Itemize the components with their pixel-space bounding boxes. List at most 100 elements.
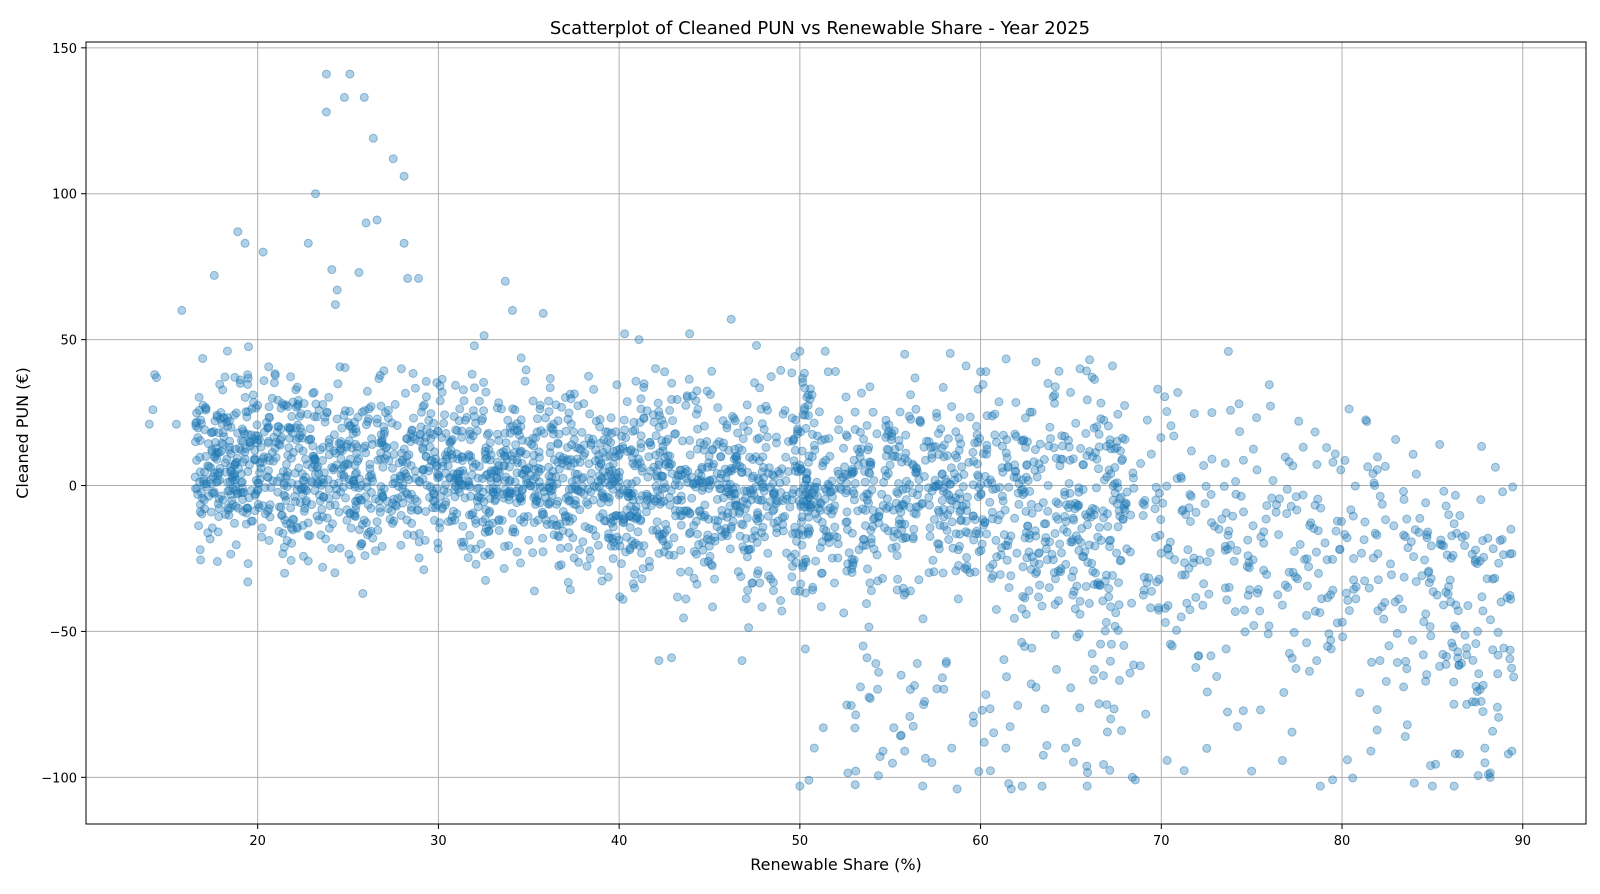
scatter-point (1022, 460, 1032, 470)
scatter-point (782, 494, 792, 504)
scatter-point (574, 557, 584, 567)
scatter-point (352, 496, 362, 506)
x-tick-label: 90 (1514, 834, 1531, 849)
scatter-point (742, 499, 752, 509)
scatter-point (395, 471, 405, 481)
scatter-point (951, 566, 961, 576)
scatter-point (287, 478, 297, 488)
scatter-point (787, 368, 797, 378)
scatter-point (272, 427, 282, 437)
scatter-point (1323, 593, 1333, 603)
scatter-point (210, 452, 219, 462)
scatter-point (298, 476, 308, 486)
scatter-point (402, 434, 412, 444)
scatter-point (1262, 501, 1272, 511)
scatter-point (332, 490, 341, 500)
scatter-point (769, 487, 779, 497)
scatter-point (1302, 581, 1312, 591)
scatter-point (615, 592, 625, 602)
scatter-point (575, 545, 584, 555)
scatter-point (1026, 565, 1036, 574)
scatter-point-outlier (818, 723, 828, 733)
scatter-point (465, 530, 475, 540)
scatter-point (759, 473, 769, 483)
scatter-point (892, 551, 902, 561)
scatter-point (791, 558, 801, 567)
scatter-point-outlier (820, 346, 830, 356)
scatter-point (1490, 462, 1500, 472)
scatter-point (245, 460, 254, 470)
scatter-point (860, 477, 870, 487)
scatter-point (664, 550, 674, 560)
scatter-point (352, 456, 362, 466)
scatter-point (1102, 700, 1112, 710)
scatter-point (1043, 506, 1053, 516)
scatter-point (1087, 649, 1097, 659)
scatter-point (772, 523, 782, 533)
scatter-point (896, 507, 906, 517)
scatter-point (1119, 641, 1129, 650)
scatter-point (955, 529, 965, 539)
scatter-point-outlier (152, 373, 161, 383)
scatter-point (623, 488, 633, 498)
scatter-point (1128, 468, 1138, 478)
scatter-point (1021, 472, 1031, 482)
scatter-point (609, 446, 619, 456)
scatter-point (252, 420, 262, 430)
scatter-point (349, 417, 359, 427)
scatter-point (237, 424, 247, 434)
scatter-point (429, 430, 438, 439)
scatter-point-outlier (1006, 784, 1016, 794)
x-axis-ticks: 20 30 40 50 60 70 80 90 (249, 824, 1531, 849)
scatter-point (335, 362, 345, 372)
scatter-point-outlier (1435, 661, 1445, 671)
scatter-point (985, 563, 995, 573)
scatter-point (1118, 433, 1128, 443)
scatter-point (1482, 574, 1492, 584)
scatter-point (243, 379, 253, 389)
scatter-point (586, 468, 596, 478)
scatter-point (1182, 598, 1192, 608)
scatter-point (295, 423, 305, 433)
scatter-point (452, 426, 462, 436)
scatter-point (1070, 604, 1080, 614)
scatter-point (1424, 578, 1434, 588)
scatter-point (691, 396, 701, 406)
scatter-point (388, 463, 397, 473)
scatter-point-outlier (1328, 457, 1338, 467)
scatter-point (508, 404, 518, 414)
x-tick-label: 50 (792, 834, 809, 849)
scatter-point (414, 537, 424, 547)
scatter-point-outlier (752, 341, 761, 350)
scatter-point (1337, 517, 1346, 526)
scatter-point (866, 461, 876, 471)
scatter-point (231, 540, 241, 550)
scatter-point (987, 573, 997, 583)
scatter-point (558, 507, 568, 516)
scatter-point (206, 463, 216, 473)
scatter-point (259, 427, 269, 437)
scatter-point (908, 459, 918, 469)
scatter-point (267, 393, 277, 403)
scatter-point (1002, 672, 1011, 682)
scatter-point (1146, 449, 1156, 459)
scatter-point (1478, 680, 1488, 690)
scatter-point (406, 429, 416, 439)
scatter-point (1115, 511, 1125, 521)
scatter-point (665, 500, 675, 510)
scatter-point (605, 451, 615, 461)
scatter-point (285, 433, 295, 443)
scatter-point (702, 386, 712, 396)
scatter-point (594, 450, 604, 460)
scatter-point (1060, 431, 1070, 441)
scatter-point (1075, 703, 1085, 713)
scatter-point (291, 402, 301, 412)
scatter-point (612, 380, 622, 390)
scatter-point (584, 433, 594, 443)
scatter-point-outlier (321, 107, 331, 117)
scatter-point (1471, 681, 1481, 691)
scatter-point (973, 470, 983, 480)
scatter-point (652, 466, 662, 476)
scatter-point (212, 557, 222, 566)
scatter-point (1401, 656, 1411, 666)
